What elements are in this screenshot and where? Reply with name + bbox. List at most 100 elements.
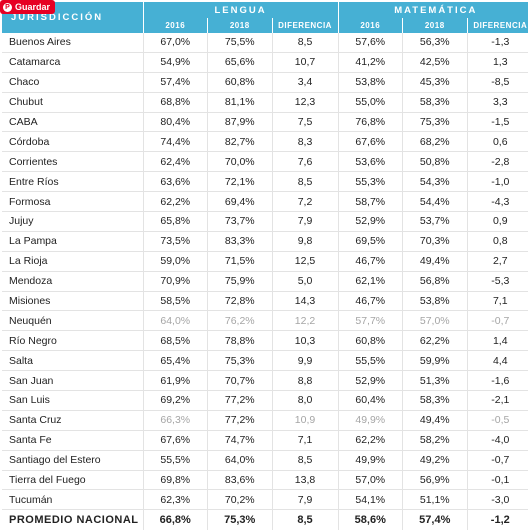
table-cell: 77,2% [207, 410, 273, 431]
table-cell: -3,0 [467, 489, 528, 511]
table-cell: 70,7% [207, 370, 273, 392]
table-cell: 62,1% [338, 271, 404, 292]
table-cell: 68,2% [402, 131, 468, 153]
table-cell: 65,6% [207, 52, 273, 73]
table-cell: 9,9 [272, 350, 339, 372]
table-cell: 53,6% [338, 151, 404, 173]
table-cell: 69,2% [143, 390, 208, 411]
table-row: Tucumán 62,3% 70,2% 7,9 54,1% 51,1% -3,0 [2, 489, 528, 511]
table-cell: 0,8 [467, 231, 528, 252]
table-cell: 51,1% [402, 489, 468, 511]
table-cell: 4,4 [467, 350, 528, 372]
table-cell: -1,3 [467, 33, 528, 53]
table-cell: -4,0 [467, 430, 528, 451]
table-cell: 68,5% [143, 330, 208, 352]
table-cell: 49,4% [402, 410, 468, 431]
column-header: 2018 [402, 18, 468, 33]
table-cell: 70,3% [402, 231, 468, 252]
table-cell: 1,3 [467, 52, 528, 73]
table-row: Catamarca 54,9% 65,6% 10,7 41,2% 42,5% 1,3 [2, 52, 528, 73]
table-cell: 65,8% [143, 211, 208, 232]
jurisdiction-name: Santiago del Estero [2, 450, 144, 471]
jurisdiction-name: CABA [2, 112, 144, 133]
table-row: Río Negro 68,5% 78,8% 10,3 60,8% 62,2% 1,4 [2, 330, 528, 352]
pinterest-icon: P [3, 2, 12, 12]
table-cell: 74,4% [143, 131, 208, 153]
table-cell: 1,4 [467, 330, 528, 352]
table-row: Jujuy 65,8% 73,7% 7,9 52,9% 53,7% 0,9 [2, 211, 528, 232]
table-cell: 67,0% [143, 33, 208, 53]
total-label: PROMEDIO NACIONAL [2, 509, 144, 530]
table-cell: 12,2 [272, 310, 339, 332]
matematica-group-header: MATEMÁTICA [338, 2, 528, 18]
table-row: Chubut 68,8% 81,1% 12,3 55,0% 58,3% 3,3 [2, 92, 528, 113]
table-cell: 66,8% [143, 509, 208, 530]
table-cell: 58,2% [402, 430, 468, 451]
total-row: PROMEDIO NACIONAL 66,8% 75,3% 8,5 58,6% 57,4%… [2, 509, 528, 530]
jurisdiction-header: JURISDICCIÓN [2, 2, 144, 33]
table-cell: 46,7% [338, 251, 404, 272]
jurisdiction-name: Río Negro [2, 330, 144, 352]
table-cell: -5,3 [467, 271, 528, 292]
jurisdiction-name: Corrientes [2, 151, 144, 173]
table-cell: 53,7% [402, 211, 468, 232]
table-cell: 54,1% [338, 489, 404, 511]
table-cell: 57,4% [143, 72, 208, 93]
table-cell: 58,3% [402, 390, 468, 411]
jurisdiction-name: La Rioja [2, 251, 144, 272]
table-cell: 62,3% [143, 489, 208, 511]
table-cell: 8,8 [272, 370, 339, 392]
table-cell: 54,3% [402, 171, 468, 193]
table-cell: 56,8% [402, 271, 468, 292]
table-cell: 8,3 [272, 131, 339, 153]
table-cell: -2,8 [467, 151, 528, 173]
table-cell: 59,9% [402, 350, 468, 372]
table-cell: 57,4% [402, 509, 468, 530]
table-row: Mendoza 70,9% 75,9% 5,0 62,1% 56,8% -5,3 [2, 271, 528, 292]
table-cell: -1,5 [467, 112, 528, 133]
table-cell: 7,9 [272, 211, 339, 232]
table-cell: 69,4% [207, 191, 273, 213]
table-cell: 0,6 [467, 131, 528, 153]
table-cell: 53,8% [338, 72, 404, 93]
table-cell: 49,4% [402, 251, 468, 272]
column-header: 2018 [207, 18, 273, 33]
table-cell: 52,9% [338, 370, 404, 392]
jurisdiction-name: Mendoza [2, 271, 144, 292]
table-cell: 57,6% [338, 33, 404, 53]
table-cell: 76,2% [207, 310, 273, 332]
table-cell: 72,8% [207, 291, 273, 312]
table-cell: 62,2% [402, 330, 468, 352]
table-cell: 67,6% [338, 131, 404, 153]
table-row: Corrientes 62,4% 70,0% 7,6 53,6% 50,8% -2,8 [2, 151, 528, 173]
table-cell: 71,5% [207, 251, 273, 272]
table-cell: 70,9% [143, 271, 208, 292]
table-cell: 75,9% [207, 271, 273, 292]
jurisdiction-name: Tucumán [2, 489, 144, 511]
jurisdiction-name: San Juan [2, 370, 144, 392]
table-row: Buenos Aires 67,0% 75,5% 8,5 57,6% 56,3% -1,3 [2, 33, 528, 53]
table-row: CABA 80,4% 87,9% 7,5 76,8% 75,3% -1,5 [2, 112, 528, 133]
table-cell: 74,7% [207, 430, 273, 451]
table-cell: 69,8% [143, 470, 208, 491]
table-cell: 12,5 [272, 251, 339, 272]
table-cell: 57,7% [338, 310, 404, 332]
save-button[interactable]: P Guardar [0, 0, 56, 14]
table-cell: 14,3 [272, 291, 339, 312]
table-cell: 70,0% [207, 151, 273, 173]
jurisdiction-name: Santa Fe [2, 430, 144, 451]
table-cell: 54,4% [402, 191, 468, 213]
table-cell: 83,6% [207, 470, 273, 491]
jurisdiction-name: Tierra del Fuego [2, 470, 144, 491]
table-row: Salta 65,4% 75,3% 9,9 55,5% 59,9% 4,4 [2, 350, 528, 372]
table-cell: 66,3% [143, 410, 208, 431]
jurisdiction-name: Neuquén [2, 310, 144, 332]
table-cell: 57,0% [338, 470, 404, 491]
table-cell: 55,0% [338, 92, 404, 113]
table-cell: 60,8% [207, 72, 273, 93]
column-header: 2016 [143, 18, 208, 33]
table-cell: 7,6 [272, 151, 339, 173]
table-cell: 61,9% [143, 370, 208, 392]
table-cell: 7,5 [272, 112, 339, 133]
table-row: Formosa 62,2% 69,4% 7,2 58,7% 54,4% -4,3 [2, 191, 528, 213]
